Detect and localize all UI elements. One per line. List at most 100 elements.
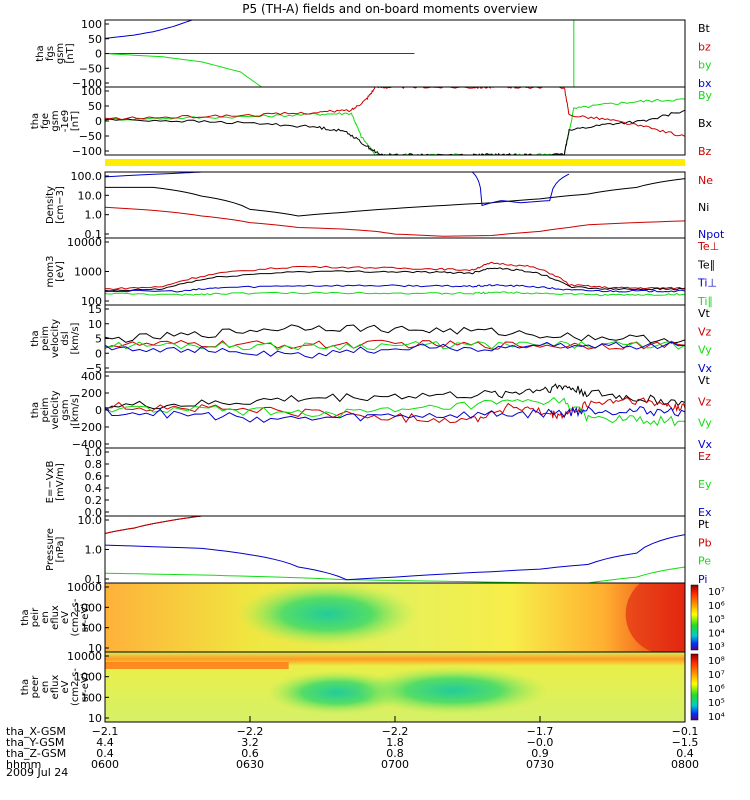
legend-label: Vz (698, 395, 712, 408)
spectrogram-feature (237, 583, 418, 647)
legend-label: Vy (698, 344, 712, 357)
legend-label: Ni (698, 201, 709, 214)
y-axis-label: eflux (50, 605, 61, 630)
legend-label: Vy (698, 417, 712, 430)
series-line-Vx (105, 341, 685, 359)
panel-peir_eflux: 10⁷ 10⁶ 10⁵ 10⁴ 10³ 10000 1000 100 10 tha peir en ef… (20, 581, 725, 655)
y-tick-label: 100 (81, 295, 102, 308)
colorbar-tick-label: 10⁴ (708, 712, 725, 723)
y-axis-label: velocity (50, 319, 61, 358)
panel-pressure: 10.0 1.0 0.1 Pressure [nPa] Pt Pb Pe Pi (45, 514, 712, 586)
y-tick-label: 100 (81, 622, 102, 635)
legend-label: Pt (698, 518, 710, 531)
y-axis-label: tha (30, 113, 41, 129)
y-tick-label: 10000 (67, 650, 102, 663)
y-axis-label: eV (60, 611, 71, 624)
y-tick-label: 10 (88, 642, 102, 655)
time-row-value: 0600 (91, 758, 119, 771)
y-axis-label: gsm (60, 399, 71, 420)
panel-frame (104, 447, 686, 517)
panel-frame (104, 515, 686, 584)
time-row-value: 4.4 (96, 736, 114, 749)
y-axis-label: eV (60, 680, 71, 693)
y-tick-label: 100 (81, 18, 102, 31)
series-line-Ti∥ (105, 291, 685, 297)
colorbar-tick-label: 10⁶ (708, 601, 725, 612)
colorbar-tick-label: 10⁵ (708, 698, 725, 709)
y-tick-label: 10.0 (78, 514, 103, 527)
y-axis-label: [eV] (55, 261, 66, 282)
y-tick-label: 0.2 (85, 494, 103, 507)
y-tick-label: 0.8 (85, 458, 103, 471)
legend-label: Ex (698, 506, 712, 519)
legend-label: Ez (698, 450, 711, 463)
colorbar-tick-label: 10⁶ (708, 684, 725, 695)
y-tick-label: 1000 (74, 601, 102, 614)
y-axis-label: -1e9 (60, 110, 71, 133)
y-tick-label: 200 (81, 387, 102, 400)
legend-label: Pb (698, 536, 712, 549)
panel-peer_eflux: 10⁸ 10⁷ 10⁶ 10⁵ 10⁴ 10000 1000 100 10 tha peer en ef… (20, 650, 725, 725)
series-line-Te⊥ (105, 261, 685, 291)
y-tick-label: −5 (86, 362, 102, 375)
time-row-value: −2.1 (92, 725, 119, 738)
time-row-label: tha_X-GSM (6, 725, 66, 738)
panel-fge_gsm: 100 50 0 −50 −100 tha fge gsm -1e9 [nT] By Bx Bz (30, 85, 713, 158)
y-tick-label: 0 (95, 115, 102, 128)
y-axis-label: E=−VxB (45, 461, 56, 504)
y-tick-label: 0.1 (85, 573, 103, 586)
y-axis-label: [nT] (65, 43, 76, 63)
date-label: 2009 Jul 24 (6, 766, 68, 779)
legend-label: Vz (698, 325, 712, 338)
y-tick-label: −100 (72, 77, 102, 90)
y-tick-label: 10 (88, 712, 102, 725)
time-row-value: 0730 (526, 758, 554, 771)
y-axis-label: [km/s] (70, 394, 81, 426)
y-tick-label: 1000 (74, 671, 102, 684)
time-row-value: −0.0 (527, 736, 554, 749)
series-line-Bz (105, 87, 685, 137)
time-row-value: 0800 (671, 758, 699, 771)
y-tick-label: 50 (88, 100, 102, 113)
legend-label: Ne (698, 174, 713, 187)
time-row-value: −2.2 (382, 725, 409, 738)
y-tick-label: 15 (88, 303, 102, 316)
y-tick-label: 1000 (74, 266, 102, 279)
time-row-label: hhmm (6, 758, 41, 771)
panel-exb: 1.00.80.60.40.20.0 E=−VxB [mV/m] Ez Ey Ex (45, 446, 712, 519)
y-tick-label: 100 (81, 691, 102, 704)
series-line-Vt (105, 324, 685, 344)
time-row-value: −0.1 (672, 725, 699, 738)
y-axis-label: tha (35, 45, 46, 61)
y-axis-label: eflux (50, 675, 61, 700)
colorbar-tick-label: 10⁷ (708, 587, 725, 598)
panel-frame (104, 171, 686, 239)
panel-frame (104, 86, 686, 156)
time-axis: tha_X-GSM −2.1 −2.2 −2.2 −1.7 −0.1 tha_Y-GSM 4.… (6, 716, 699, 771)
time-row-value: 0.8 (386, 747, 404, 760)
legend-label: Bx (698, 117, 713, 130)
y-axis-label: peim (40, 326, 51, 351)
y-tick-label: 0 (95, 48, 102, 61)
y-tick-label: 10000 (67, 581, 102, 594)
y-axis-label: tha (20, 609, 31, 625)
series-line-Vy (105, 396, 685, 427)
series-line-Ne (105, 206, 685, 237)
y-axis-label: gsm (55, 43, 66, 64)
colorbar (690, 653, 699, 721)
y-tick-label: 1.0 (85, 544, 103, 557)
legend-label: Npot (698, 228, 725, 241)
series-line-Pb (105, 516, 202, 534)
y-tick-label: 100 (81, 85, 102, 98)
figure-title: P5 (TH-A) fields and on-board moments ov… (242, 2, 538, 16)
y-tick-label: 10 (88, 318, 102, 331)
y-tick-label: 1.0 (85, 209, 103, 222)
legend-label: Vt (698, 307, 711, 320)
y-axis-label: fge (40, 113, 51, 129)
series-line-Ni (105, 178, 685, 217)
series-line-by (105, 53, 262, 87)
legend-label: Vx (698, 362, 713, 375)
colorbar-tick-label: 10⁴ (708, 628, 725, 639)
y-tick-label: 10.0 (78, 189, 103, 202)
time-row-value: 0.9 (531, 747, 549, 760)
